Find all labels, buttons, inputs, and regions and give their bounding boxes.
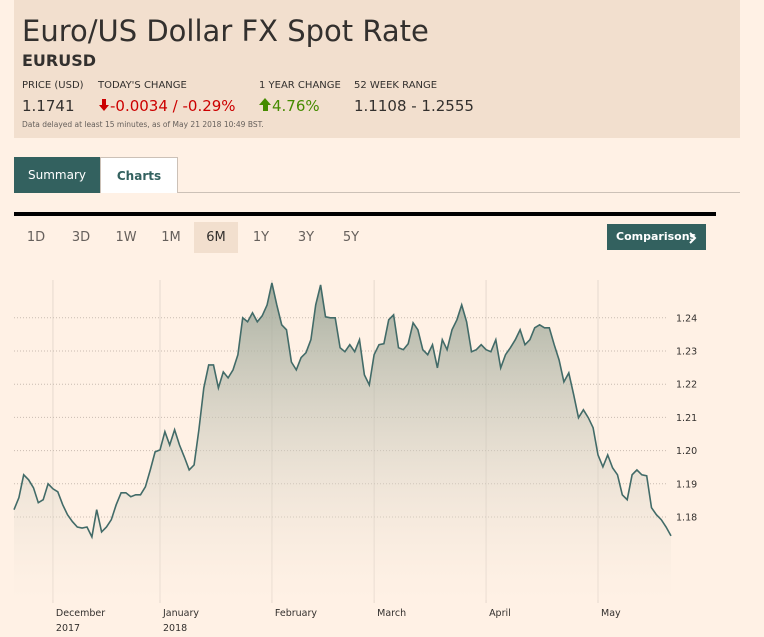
range-button[interactable]: 1D: [26, 230, 46, 245]
y-tick-label: 1.24: [676, 313, 697, 324]
y-tick-label: 1.21: [676, 413, 697, 424]
stat: PRICE (USD) 1.1741: [22, 80, 84, 115]
x-tick-year: 2018: [163, 623, 187, 634]
stat-value: 1.1108 - 1.2555: [354, 97, 474, 115]
stat-value-row: 4.76%: [259, 97, 341, 115]
stat-value: 4.76%: [272, 97, 320, 115]
header: Euro/US Dollar FX Spot Rate EURUSD PRICE…: [14, 0, 740, 138]
stat-value: -0.0034 / -0.29%: [110, 97, 236, 115]
chart-rule: [14, 212, 716, 216]
range-button[interactable]: 6M: [194, 222, 238, 253]
symbol: EURUSD: [22, 51, 97, 70]
x-tick-label: April: [489, 608, 511, 619]
x-tick-label: December: [56, 608, 105, 619]
y-tick-label: 1.20: [676, 446, 697, 457]
y-tick-label: 1.19: [676, 479, 697, 490]
y-tick-label: 1.18: [676, 513, 697, 524]
title: Euro/US Dollar FX Spot Rate: [22, 14, 429, 48]
area: [14, 282, 671, 600]
line: [13, 282, 672, 540]
y-tick-label: 1.23: [676, 347, 697, 358]
up-arrow: [259, 98, 271, 111]
x-tick-label: May: [601, 608, 621, 619]
stat-label: PRICE (USD): [22, 80, 84, 91]
disclaimer: Data delayed at least 15 minutes, as of …: [22, 120, 264, 129]
range-button[interactable]: 3Y: [297, 230, 315, 245]
stat: 52 WEEK RANGE 1.1108 - 1.2555: [354, 80, 474, 115]
range-button[interactable]: 1Y: [252, 230, 270, 245]
tab[interactable]: Summary: [14, 157, 100, 193]
range-button[interactable]: 1W: [115, 230, 137, 245]
stat-label: 1 YEAR CHANGE: [259, 80, 341, 91]
stat-label: 52 WEEK RANGE: [354, 80, 438, 91]
y-tick-label: 1.22: [676, 380, 697, 391]
down-arrow: [99, 99, 109, 111]
stat-value-row: -0.0034 / -0.29%: [98, 97, 236, 115]
chevron: [689, 232, 697, 244]
range-button[interactable]: 1M: [161, 230, 181, 245]
stat: 1 YEAR CHANGE 4.76%: [259, 80, 341, 115]
x-tick-label: January: [162, 608, 199, 619]
stat-label: TODAY'S CHANGE: [98, 80, 187, 91]
range-button[interactable]: 3D: [71, 230, 91, 245]
range-button[interactable]: 5Y: [342, 230, 360, 245]
comparisons-button[interactable]: Comparisons: [607, 224, 706, 250]
tab[interactable]: Charts: [100, 157, 178, 193]
button-label: Comparisons: [616, 230, 697, 243]
x-tick-label: February: [275, 608, 317, 619]
stat-value: 1.1741: [22, 97, 75, 115]
x-tick-year: 2017: [56, 623, 80, 634]
x-tick-label: March: [377, 608, 406, 619]
tab-rule: [14, 192, 740, 193]
stat: TODAY'S CHANGE -0.0034 / -0.29%: [98, 80, 236, 115]
